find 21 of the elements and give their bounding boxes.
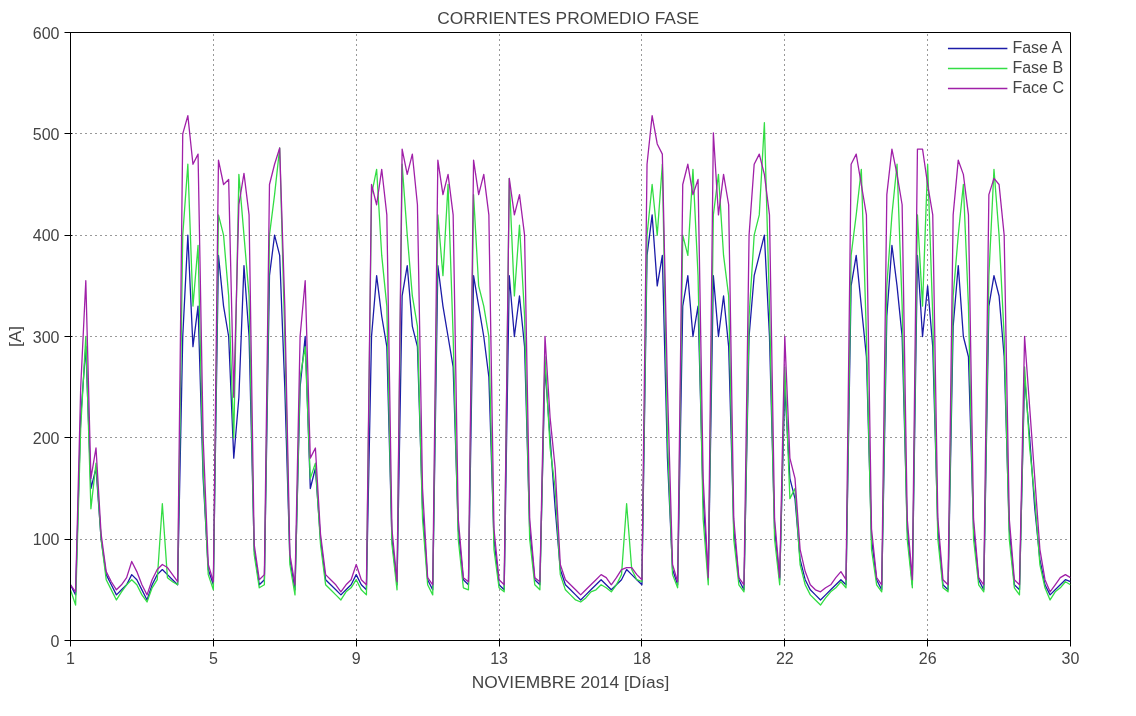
y-axis-title: [A] (4, 325, 25, 348)
x-tick-label: 5 (208, 649, 218, 667)
y-tick-label: 400 (32, 227, 60, 245)
x-tick-label: 22 (775, 649, 794, 667)
x-tick-label: 26 (918, 649, 937, 667)
y-tick-label: 500 (32, 125, 60, 143)
y-tick-label: 300 (32, 328, 60, 346)
y-tick-label: 100 (32, 531, 60, 549)
legend-label: Face C (1012, 79, 1064, 97)
x-tick-label: 18 (633, 649, 651, 667)
chart-title: CORRIENTES PROMEDIO FASE (437, 7, 700, 28)
x-tick-label: 1 (66, 649, 76, 667)
legend-label: Fase A (1012, 39, 1063, 57)
y-tick-label: 200 (32, 429, 60, 447)
y-tick-label: 0 (50, 632, 60, 650)
legend-label: Fase B (1012, 59, 1064, 77)
x-tick-label: 9 (351, 649, 361, 667)
x-tick-label: 13 (490, 649, 509, 667)
y-tick-label: 600 (32, 24, 60, 42)
x-axis-title: NOVIEMBRE 2014 [Días] (471, 671, 670, 692)
x-tick-label: 30 (1061, 649, 1080, 667)
